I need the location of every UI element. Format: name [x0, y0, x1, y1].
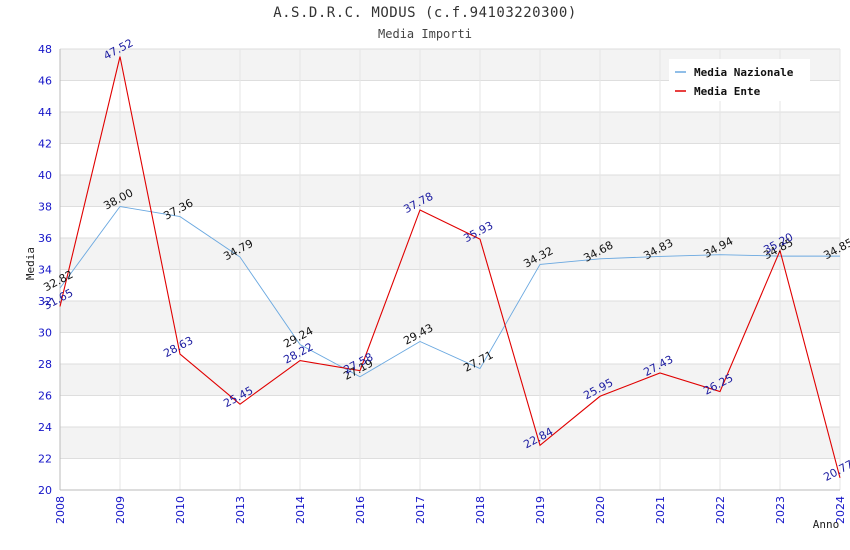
y-tick-label: 42 [38, 138, 52, 151]
series-line-ente [59, 56, 841, 479]
x-axis-title: Anno [813, 518, 840, 531]
y-tick-label: 46 [38, 75, 52, 88]
legend-label-nazionale: Media Nazionale [694, 66, 794, 79]
y-tick-label: 40 [38, 169, 52, 182]
x-tick-label: 2016 [354, 496, 367, 524]
legend-box [669, 59, 810, 101]
grid-band [60, 364, 840, 396]
series-line-nazionale [59, 206, 840, 378]
y-tick-label: 38 [38, 201, 52, 214]
x-tick-label: 2023 [774, 496, 787, 524]
x-tick-label: 2022 [714, 496, 727, 524]
y-tick-label: 20 [38, 484, 52, 497]
y-axis-title: Media [24, 247, 37, 280]
grid-band [60, 427, 840, 459]
grid-band [60, 112, 840, 144]
x-tick-label: 2024 [834, 496, 847, 524]
y-tick-label: 44 [38, 106, 52, 119]
x-tick-label: 2021 [654, 496, 667, 524]
y-tick-label: 32 [38, 295, 52, 308]
y-tick-label: 34 [38, 264, 52, 277]
x-tick-label: 2008 [54, 496, 67, 524]
data-label-ente: 28.63 [161, 334, 195, 360]
y-tick-label: 22 [38, 453, 52, 466]
grid-band [60, 175, 840, 207]
x-tick-label: 2014 [294, 496, 307, 524]
x-tick-label: 2018 [474, 496, 487, 524]
chart-subtitle: Media Importi [378, 27, 472, 41]
chart-title: A.S.D.R.C. MODUS (c.f.94103220300) [273, 5, 577, 21]
x-tick-label: 2017 [414, 496, 427, 524]
y-tick-label: 30 [38, 327, 52, 340]
x-tick-label: 2020 [594, 496, 607, 524]
y-tick-label: 48 [38, 43, 52, 56]
y-tick-label: 36 [38, 232, 52, 245]
y-tick-label: 26 [38, 390, 52, 403]
x-tick-label: 2010 [174, 496, 187, 524]
legend-label-ente: Media Ente [694, 85, 761, 98]
y-tick-label: 28 [38, 358, 52, 371]
grid-band [60, 301, 840, 333]
x-tick-label: 2019 [534, 496, 547, 524]
x-tick-label: 2013 [234, 496, 247, 524]
x-tick-label: 2009 [114, 496, 127, 524]
grid-band [60, 238, 840, 270]
y-tick-label: 24 [38, 421, 52, 434]
